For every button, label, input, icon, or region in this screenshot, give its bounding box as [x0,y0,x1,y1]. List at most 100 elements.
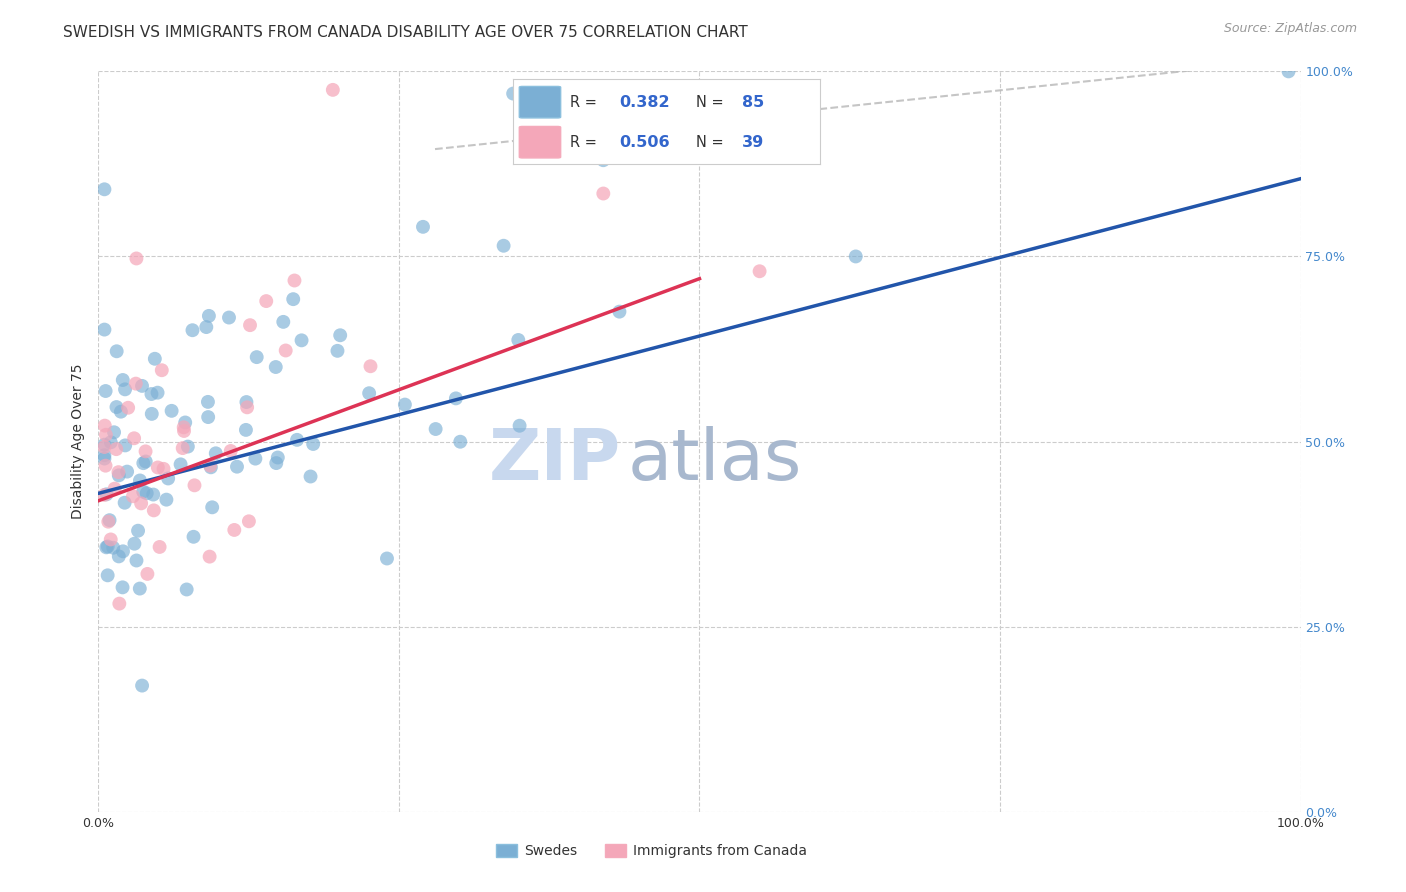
Legend: Swedes, Immigrants from Canada: Swedes, Immigrants from Canada [491,838,813,864]
Point [226,459,249,474]
Point [94,427,117,442]
Point [267,450,290,465]
Point [592,186,614,201]
Point [197,410,219,425]
Point [100,533,122,547]
Point [135,444,157,458]
Point [412,219,434,234]
Point [94,418,117,433]
Point [218,310,240,325]
Point [135,454,157,468]
Point [359,386,381,401]
Point [128,582,150,596]
Point [200,458,222,473]
Text: 85: 85 [741,95,763,110]
Point [245,451,267,466]
Point [146,385,169,400]
Point [449,434,471,449]
Point [108,549,131,564]
Point [492,239,515,253]
Point [108,597,131,611]
Point [200,460,222,475]
Point [107,465,129,479]
Point [93,322,115,336]
Point [283,292,305,306]
Point [198,549,221,564]
Point [125,252,148,266]
Point [125,376,148,391]
Point [509,418,531,433]
Point [183,478,205,492]
Point [236,401,259,415]
Point [141,407,163,421]
Point [100,435,122,450]
Point [174,416,197,430]
Point [169,458,191,472]
Point [515,87,537,101]
Point [94,458,117,473]
Point [111,580,134,594]
Point [176,582,198,597]
Point [142,503,165,517]
Point [183,530,205,544]
Point [302,437,325,451]
Text: N =: N = [696,135,728,150]
FancyBboxPatch shape [519,87,561,118]
Point [239,318,262,333]
Point [181,323,204,337]
Point [235,423,257,437]
Point [93,440,115,454]
Point [142,487,165,501]
Point [129,474,152,488]
Text: SWEDISH VS IMMIGRANTS FROM CANADA DISABILITY AGE OVER 75 CORRELATION CHART: SWEDISH VS IMMIGRANTS FROM CANADA DISABI… [63,25,748,40]
Point [131,379,153,393]
Text: 39: 39 [741,135,763,150]
Point [201,500,224,515]
Point [98,513,121,527]
Point [360,359,382,374]
Point [845,250,868,264]
Text: ZIP: ZIP [489,425,621,494]
Point [204,446,226,460]
Text: Source: ZipAtlas.com: Source: ZipAtlas.com [1223,22,1357,36]
Point [195,320,218,334]
Point [592,153,614,168]
Point [1277,64,1299,78]
Point [132,456,155,470]
Point [93,488,115,502]
Point [97,568,120,582]
Point [94,384,117,398]
Point [394,398,416,412]
Point [105,442,128,457]
Point [117,401,139,415]
Point [198,309,221,323]
Point [110,405,132,419]
Point [143,351,166,366]
Point [127,524,149,538]
Point [141,387,163,401]
Point [97,515,120,529]
Point [96,487,118,501]
Text: 0.382: 0.382 [619,95,669,110]
Point [609,304,631,318]
Point [271,315,294,329]
Point [264,359,287,374]
Point [290,334,312,348]
Point [160,404,183,418]
Text: atlas: atlas [627,425,801,494]
Point [274,343,297,358]
Point [172,441,194,455]
Text: R =: R = [569,95,602,110]
Point [93,448,115,462]
Point [125,553,148,567]
Point [122,431,145,445]
Point [326,343,349,358]
Point [149,540,172,554]
Point [152,462,174,476]
Point [246,350,269,364]
Point [124,537,146,551]
Point [111,544,134,558]
Point [748,264,770,278]
Point [329,328,352,343]
Point [150,363,173,377]
